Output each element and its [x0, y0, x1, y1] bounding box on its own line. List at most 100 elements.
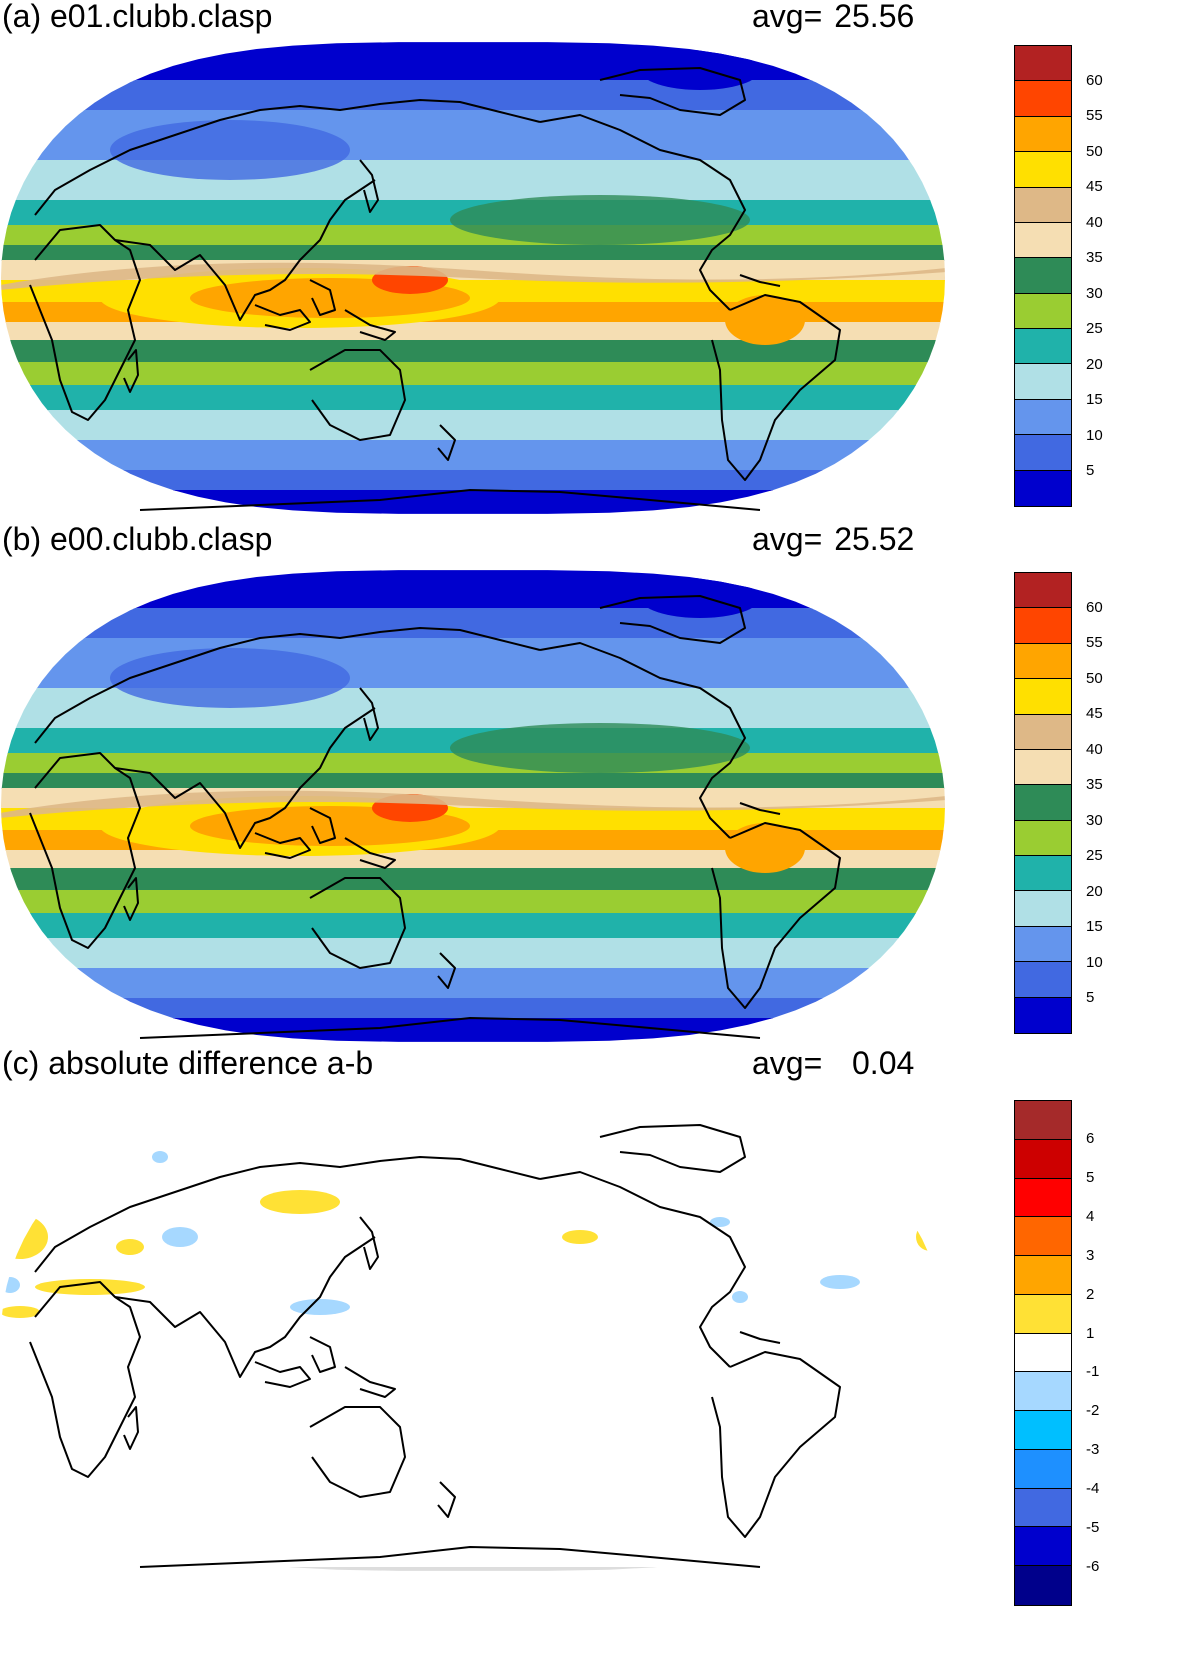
coastline	[359, 159, 379, 213]
difference-patch	[916, 1223, 944, 1251]
difference-patch	[290, 1299, 350, 1315]
coastline	[739, 274, 781, 287]
panel-a-average: avg= 25.56	[752, 0, 914, 34]
colorbar-tick-label: 5	[1086, 462, 1095, 480]
colorbar-swatch	[1015, 643, 1071, 680]
coastline	[114, 1236, 376, 1378]
colorbar-swatch	[1015, 81, 1071, 117]
panel-c-map	[1, 1099, 945, 1571]
colorbar-swatch	[1015, 820, 1071, 856]
field-band	[1, 938, 945, 969]
coastline	[29, 224, 141, 421]
colorbar-swatch	[1015, 152, 1071, 188]
coastline	[139, 1546, 761, 1568]
coastlines	[29, 67, 841, 511]
colorbar-swatch	[1015, 470, 1071, 506]
colorbar-swatch	[1015, 856, 1071, 892]
field-band	[1, 773, 945, 789]
coastline	[739, 802, 781, 815]
coastline	[29, 1281, 141, 1478]
difference-patch	[732, 1291, 748, 1303]
colorbar-tick-label: 20	[1086, 355, 1103, 373]
coastline	[599, 595, 746, 644]
colorbar-tick-label: 50	[1086, 142, 1103, 160]
coastline	[344, 1366, 396, 1398]
colorbar-tick-label: 10	[1086, 953, 1103, 971]
colorbar-tick-label: 2	[1086, 1285, 1095, 1303]
colorbar-swatch	[1015, 1527, 1071, 1567]
colorbar-tick-label: -6	[1086, 1558, 1100, 1576]
colorbar-tick-label: 25	[1086, 847, 1103, 865]
colorbar-swatch	[1015, 1372, 1071, 1412]
difference-patch	[820, 1275, 860, 1289]
colorbar-tick-label: 20	[1086, 882, 1103, 900]
colorbar-swatch	[1015, 714, 1071, 750]
colorbar-swatch	[1015, 399, 1071, 436]
coastline	[437, 952, 456, 989]
colorbar-swatch	[1015, 1217, 1071, 1257]
colorbar-swatch	[1015, 1488, 1071, 1528]
coastline	[309, 1336, 336, 1373]
colorbar-tick-label: 55	[1086, 107, 1103, 125]
coastline	[711, 294, 841, 481]
field-band	[1, 470, 945, 491]
colorbar-swatch	[1015, 997, 1071, 1033]
coastline	[309, 349, 406, 441]
panel-b-average: avg= 25.52	[752, 521, 914, 557]
colorbar-swatch	[1015, 679, 1071, 715]
panel-a-avg-value: 25.56	[834, 0, 915, 34]
colorbar-tick-label: 30	[1086, 284, 1103, 302]
colorbar-swatch	[1015, 293, 1071, 329]
field-band	[1, 913, 945, 939]
coastline	[34, 99, 541, 216]
coastline	[254, 1361, 311, 1388]
panel-c-avg-label: avg=	[752, 1045, 823, 1081]
field-band	[1, 42, 945, 81]
coastline	[34, 627, 541, 744]
field-band	[1, 1018, 945, 1042]
colorbar-swatch	[1015, 46, 1071, 82]
coastline	[123, 1406, 139, 1450]
panel-a-avg-label: avg=	[752, 0, 823, 34]
colorbar-tick-label: 55	[1086, 634, 1103, 652]
colorbar-swatch	[1015, 1449, 1071, 1489]
colorbar-swatch	[1015, 891, 1071, 927]
panel-b: (b) e00.clubb.clasp avg= 25.52 60 55 50 45 40…	[0, 521, 1183, 1043]
colorbar-swatch	[1015, 1566, 1071, 1605]
coastlines	[29, 595, 841, 1039]
panel-b-map	[1, 570, 945, 1042]
coastline	[309, 279, 336, 316]
colorbar-tick-label: 3	[1086, 1246, 1095, 1264]
colorbar-tick-label: -5	[1086, 1519, 1100, 1537]
coastline	[711, 822, 841, 1009]
colorbar-tick-label: 4	[1086, 1207, 1095, 1225]
field-band	[1, 340, 945, 363]
coastline	[139, 1017, 761, 1039]
field-band	[1, 322, 945, 341]
coastline	[123, 877, 139, 921]
colorbar-swatch	[1015, 222, 1071, 259]
field-band	[1, 385, 945, 411]
colorbar-tick-label: 6	[1086, 1129, 1095, 1147]
field-band	[1, 570, 945, 609]
colorbar-swatch	[1015, 1101, 1071, 1140]
coastline	[254, 304, 311, 331]
coastline	[739, 1331, 781, 1344]
coastline	[114, 179, 376, 321]
difference-patch	[1, 1306, 40, 1318]
field-band	[1, 245, 945, 261]
difference-patch	[260, 1190, 340, 1214]
colorbar-tick-label: 45	[1086, 705, 1103, 723]
colorbar-swatch	[1015, 1139, 1071, 1179]
colorbar-swatch	[1015, 926, 1071, 963]
field-band	[1, 890, 945, 914]
colorbar-tick-label: -3	[1086, 1441, 1100, 1459]
colorbar-tick-label: 35	[1086, 249, 1103, 267]
coastline	[309, 877, 406, 969]
coastline	[139, 489, 761, 511]
colorbar-swatch	[1015, 608, 1071, 644]
difference-patch	[1, 1277, 20, 1293]
coastline	[359, 687, 379, 741]
field-band	[1, 998, 945, 1019]
coastline	[114, 707, 376, 849]
